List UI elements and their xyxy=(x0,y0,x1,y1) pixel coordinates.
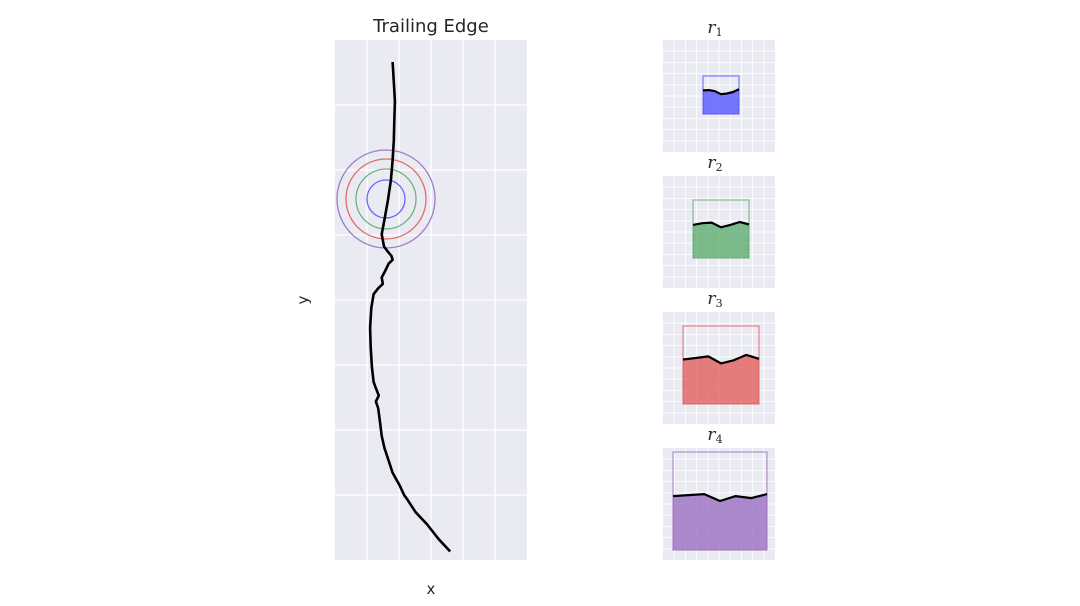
area-fill xyxy=(703,89,739,114)
panel-r4-title: r4 xyxy=(707,425,722,446)
y-axis-label: y xyxy=(294,295,312,304)
profile-line xyxy=(692,220,750,229)
area-fill xyxy=(673,494,767,550)
profile-line xyxy=(672,493,768,503)
panel-r1-title: r1 xyxy=(707,18,722,39)
panel-r3: r3 xyxy=(663,289,775,424)
area-fill xyxy=(693,222,749,258)
panel-r3-title: r3 xyxy=(707,289,722,310)
profile-line xyxy=(682,353,760,365)
area-fill xyxy=(683,354,759,404)
panel-r2: r2 xyxy=(663,153,775,288)
circle-r2 xyxy=(355,168,417,230)
circle-r3 xyxy=(345,158,427,240)
radius-panels: r1 r2 r3 r4 xyxy=(663,18,775,560)
panel-r4: r4 xyxy=(663,425,775,560)
main-title: Trailing Edge xyxy=(372,16,489,37)
trailing-edge-line xyxy=(368,61,452,553)
panel-r2-title: r2 xyxy=(707,153,722,174)
main-chart: Trailing Edge x y xyxy=(294,16,527,598)
profile-line xyxy=(702,88,740,96)
x-axis-label: x xyxy=(427,580,436,598)
panel-r1: r1 xyxy=(663,18,775,152)
main-grid xyxy=(335,40,527,560)
